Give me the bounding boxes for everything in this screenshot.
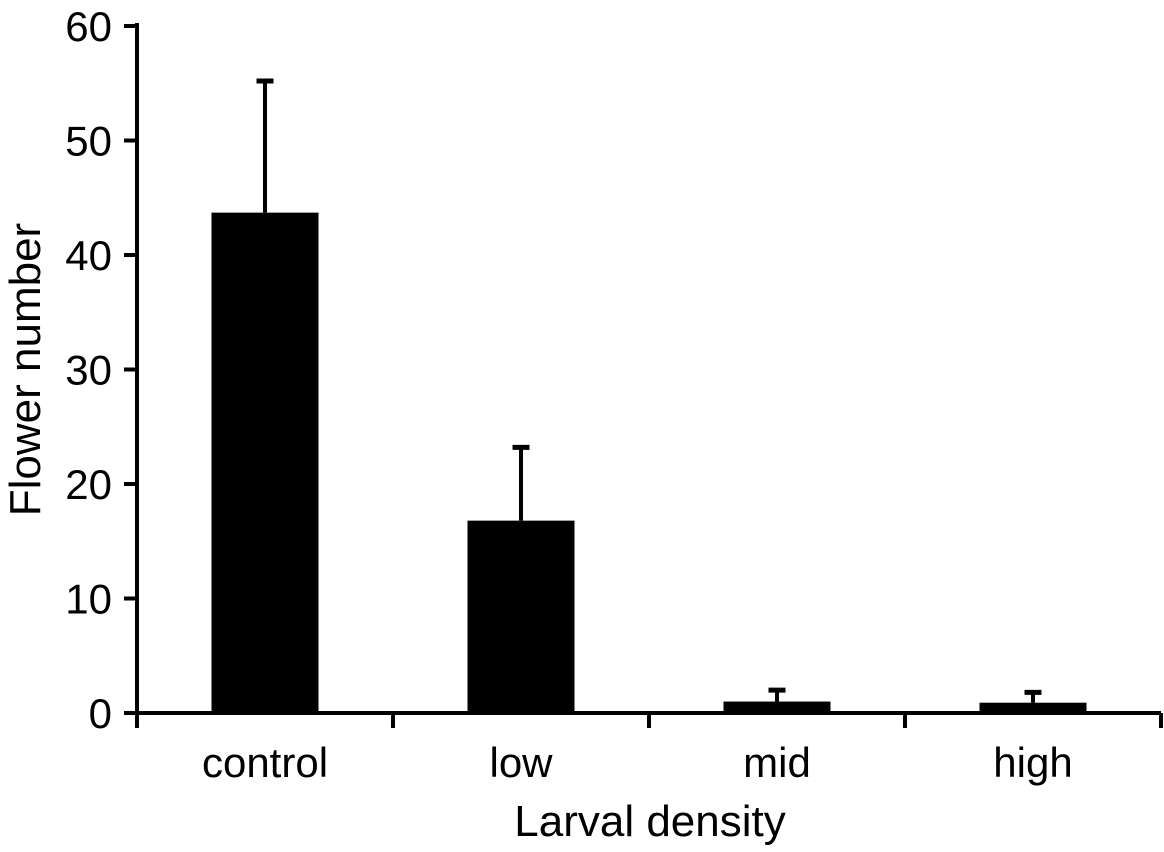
y-axis-title: Flower number [1, 223, 50, 516]
x-tick-label-control: control [202, 739, 328, 786]
x-tick-label-low: low [489, 739, 553, 786]
y-tick-label-30: 30 [65, 347, 112, 394]
x-tick-label-high: high [993, 739, 1072, 786]
y-tick-label-60: 60 [65, 3, 112, 50]
y-tick-label-50: 50 [65, 118, 112, 165]
x-axis-title: Larval density [514, 797, 785, 846]
x-tick-label-mid: mid [743, 739, 811, 786]
y-tick-label-0: 0 [89, 690, 112, 737]
y-tick-label-10: 10 [65, 576, 112, 623]
bar-control [211, 212, 319, 715]
bar-low [467, 520, 575, 715]
y-tick-label-20: 20 [65, 461, 112, 508]
y-tick-label-40: 40 [65, 232, 112, 279]
